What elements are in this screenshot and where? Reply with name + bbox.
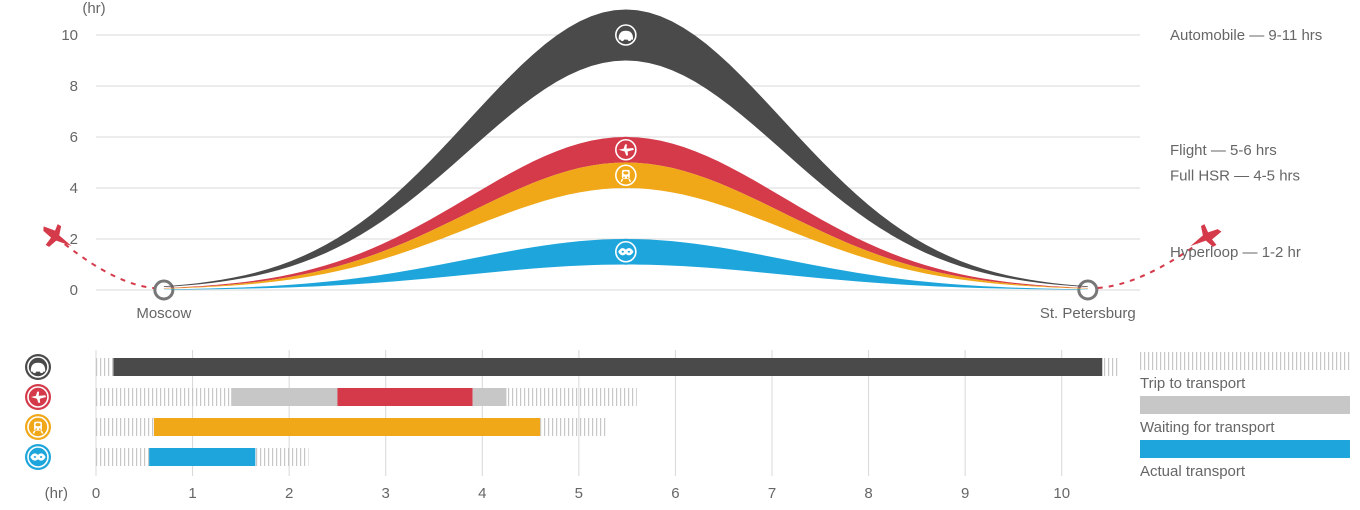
- car-icon: [25, 354, 51, 380]
- plane-icon: [25, 384, 51, 410]
- train-icon: [25, 414, 51, 440]
- y-tick-label: 0: [70, 282, 78, 299]
- y-tick-label: 4: [70, 180, 78, 197]
- legend-swatch-actual: [1140, 440, 1350, 458]
- x-tick-label: 4: [478, 485, 486, 502]
- segment-hyperloop-actual: [149, 448, 255, 466]
- legend-swatch-waiting: [1140, 396, 1350, 414]
- segment-automobile-trip: [96, 358, 113, 376]
- x-axis-label: (hr): [45, 485, 68, 502]
- legend-label-trip: Trip to transport: [1140, 375, 1246, 392]
- curve-label-flight: Flight — 5-6 hrs: [1170, 142, 1277, 159]
- x-tick-label: 0: [92, 485, 100, 502]
- x-tick-label: 1: [188, 485, 196, 502]
- y-tick-label: 10: [61, 27, 78, 44]
- y-tick-label: 6: [70, 129, 78, 146]
- curve-label-hsr: Full HSR — 4-5 hrs: [1170, 167, 1300, 184]
- segment-hsr-trip: [96, 418, 154, 436]
- endpoint-end-label: St. Petersburg: [1040, 305, 1136, 322]
- segment-hyperloop-trip: [96, 448, 149, 466]
- x-tick-label: 3: [382, 485, 390, 502]
- segment-automobile-actual: [113, 358, 1102, 376]
- segment-flight-actual: [337, 388, 472, 406]
- car-icon: [613, 22, 639, 48]
- x-tick-label: 8: [864, 485, 872, 502]
- segment-flight-waiting: [473, 388, 507, 406]
- infinity-icon: [613, 239, 639, 265]
- curve-label-hyperloop: Hyperloop — 1-2 hr: [1170, 244, 1301, 261]
- segment-hsr-trip: [540, 418, 608, 436]
- curve-label-automobile: Automobile — 9-11 hrs: [1170, 27, 1322, 44]
- legend-label-waiting: Waiting for transport: [1140, 419, 1275, 436]
- x-tick-label: 10: [1053, 485, 1070, 502]
- endpoint-start: [155, 281, 173, 299]
- segment-flight-waiting: [231, 388, 337, 406]
- segment-flight-trip: [96, 388, 231, 406]
- x-tick-label: 2: [285, 485, 293, 502]
- takeoff-path: [65, 244, 154, 288]
- segment-hyperloop-trip: [255, 448, 308, 466]
- legend-label-actual: Actual transport: [1140, 463, 1246, 480]
- x-tick-label: 5: [575, 485, 583, 502]
- x-tick-label: 9: [961, 485, 969, 502]
- legend-swatch-trip: [1140, 352, 1350, 370]
- endpoint-start-label: Moscow: [136, 305, 191, 322]
- x-tick-label: 6: [671, 485, 679, 502]
- plane-icon: [613, 137, 639, 163]
- y-tick-label: 8: [70, 78, 78, 95]
- train-icon: [613, 162, 639, 188]
- endpoint-end: [1079, 281, 1097, 299]
- segment-automobile-trip: [1102, 358, 1119, 376]
- infinity-icon: [25, 444, 51, 470]
- segment-flight-trip: [506, 388, 636, 406]
- y-axis-label: (hr): [82, 0, 105, 17]
- segment-hsr-actual: [154, 418, 540, 436]
- x-tick-label: 7: [768, 485, 776, 502]
